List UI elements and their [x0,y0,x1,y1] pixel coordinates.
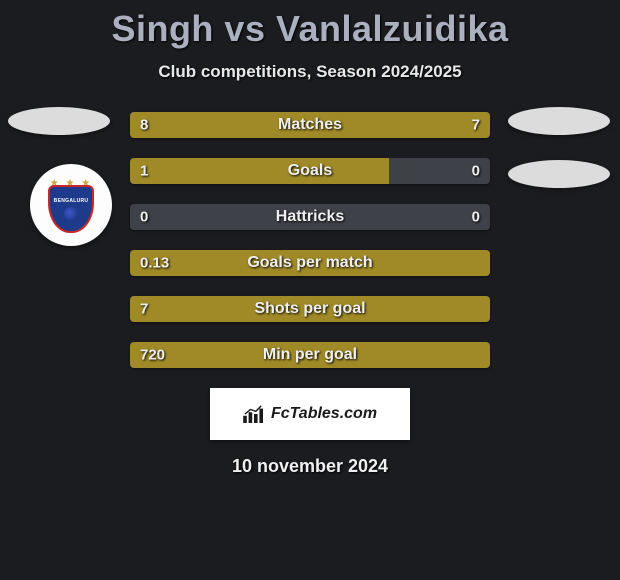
stat-bar-left-fill [130,158,389,184]
stat-row: 0 0 Hattricks [130,204,490,230]
player-left-placeholder [8,107,110,135]
stat-value-left: 1 [140,163,148,180]
player-right-placeholder-bottom [508,160,610,188]
date-label: 10 november 2024 [0,456,620,477]
club-crest: ★ ★ ★ BENGALURU [30,164,112,246]
stat-label: Goals per match [247,254,372,272]
branding-text: FcTables.com [271,405,377,423]
stat-row: 720 Min per goal [130,342,490,368]
stat-value-left: 7 [140,301,148,318]
page-subtitle: Club competitions, Season 2024/2025 [0,62,620,82]
stat-label: Goals [288,162,332,180]
branding-box: FcTables.com [210,388,410,440]
brand-chart-icon [243,405,265,423]
stat-row: 7 Shots per goal [130,296,490,322]
stat-bars: 8 7 Matches 1 0 Goals 0 0 Hattricks 0.13 Goals per… [130,112,490,368]
stat-value-right: 7 [472,117,480,134]
crest-ball-icon [64,207,78,221]
stat-label: Matches [278,116,342,134]
stat-value-right: 0 [472,209,480,226]
stat-row: 8 7 Matches [130,112,490,138]
page-title: Singh vs Vanlalzuidika [0,0,620,50]
stat-label: Min per goal [263,346,357,364]
stat-label: Hattricks [276,208,344,226]
crest-club-name: BENGALURU [54,198,89,204]
stat-row: 0.13 Goals per match [130,250,490,276]
stat-value-left: 0.13 [140,255,169,272]
stat-row: 1 0 Goals [130,158,490,184]
stat-value-left: 0 [140,209,148,226]
comparison-area: ★ ★ ★ BENGALURU 8 7 Matches 1 0 Goals 0 0 Hattri… [0,112,620,368]
stat-bar-right-fill [321,112,490,138]
stat-value-right: 0 [472,163,480,180]
crest-shield-icon: BENGALURU [48,185,94,233]
stat-value-left: 720 [140,347,165,364]
player-right-placeholder-top [508,107,610,135]
stat-label: Shots per goal [254,300,365,318]
stat-value-left: 8 [140,117,148,134]
